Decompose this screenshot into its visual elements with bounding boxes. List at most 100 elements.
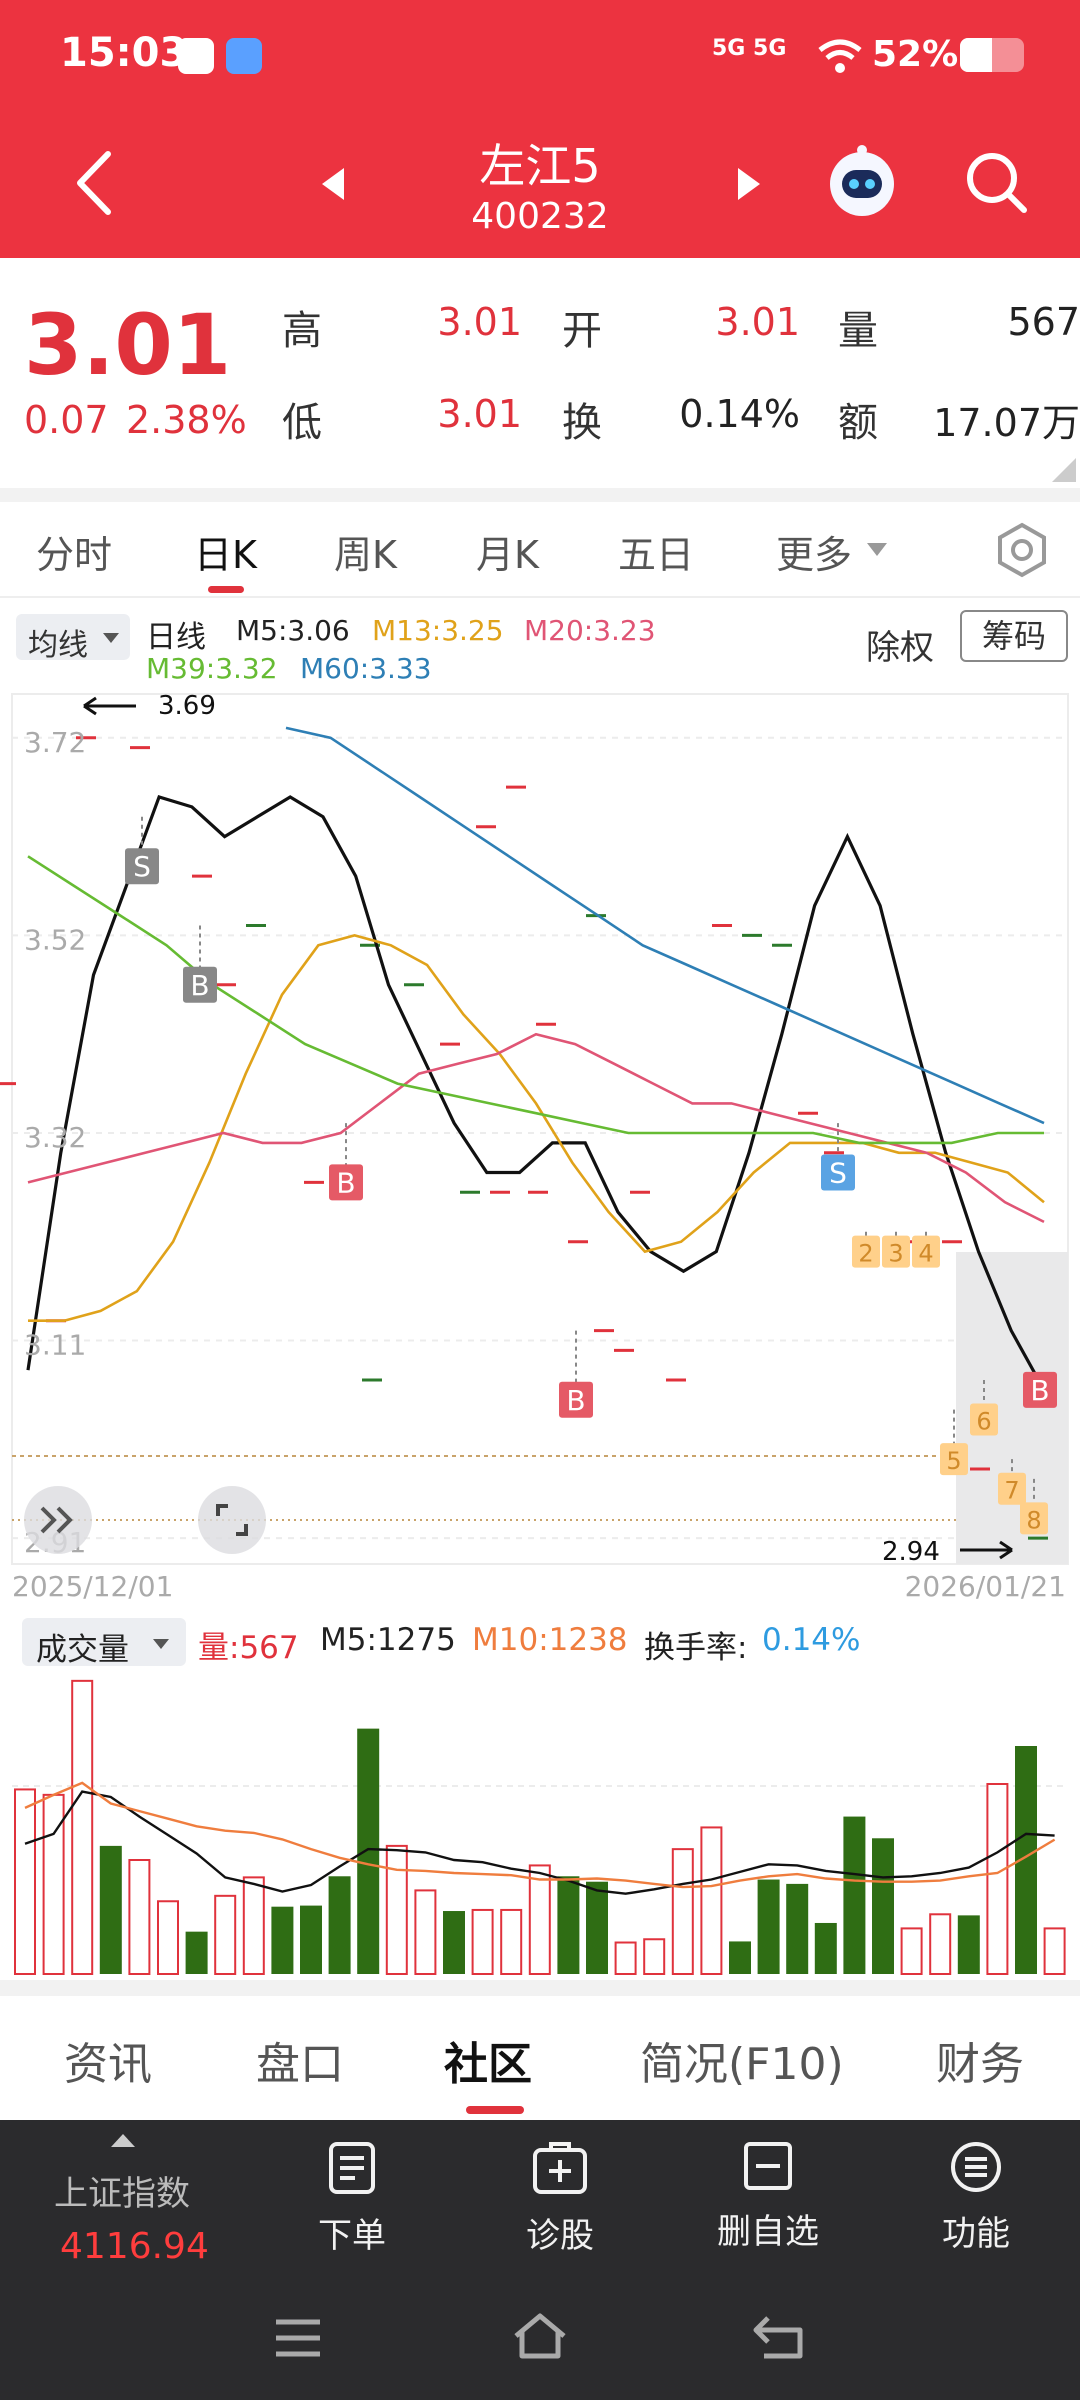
- signal-badge: [125, 848, 159, 885]
- tab-daily-k[interactable]: 日K: [194, 533, 257, 577]
- signal-label: 3: [888, 1240, 903, 1268]
- x-tick-label: 2026/01/21: [905, 1570, 1066, 1603]
- back-nav-icon[interactable]: [752, 2312, 808, 2362]
- divider: [0, 488, 1080, 502]
- open-value: 3.01: [715, 300, 800, 344]
- menu-icon[interactable]: [272, 2316, 324, 2360]
- ma-select[interactable]: 均线: [16, 614, 130, 663]
- volume-bar: [157, 1900, 179, 1975]
- home-icon[interactable]: [510, 2310, 570, 2362]
- app-notification-icon: [226, 38, 262, 74]
- tab-five-day[interactable]: 五日: [618, 533, 695, 577]
- volume-bar: [271, 1906, 294, 1974]
- signal-badge: [912, 1235, 940, 1268]
- volume-bar: [328, 1876, 351, 1974]
- turnover-rate-value: 0.14%: [762, 1622, 861, 1658]
- ma-line-m5: [26, 795, 1046, 1391]
- search-icon[interactable]: [964, 150, 1030, 216]
- volume-bar: [443, 1911, 465, 1974]
- high-value: 3.01: [437, 300, 522, 344]
- function-label: 功能: [942, 2214, 1010, 2254]
- high-arrow-icon: [83, 696, 136, 716]
- expand-corner-icon[interactable]: [1052, 458, 1076, 482]
- volume-bar: [214, 1894, 237, 1976]
- diagnose-button[interactable]: 诊股: [490, 2140, 630, 2257]
- signal-label: 6: [976, 1408, 991, 1436]
- index-value: 4116.94: [60, 2226, 209, 2267]
- battery-percent: 52%: [872, 34, 959, 75]
- signal-label: B: [190, 969, 209, 1002]
- volume-value: 567: [1007, 300, 1080, 344]
- volume-bar: [528, 1864, 551, 1975]
- stock-header: 左江5 400232: [0, 112, 1080, 258]
- stock-name: 左江5: [479, 139, 601, 193]
- signal-label: 7: [1004, 1477, 1019, 1505]
- settings-icon[interactable]: [994, 522, 1050, 578]
- tab-fenshi[interactable]: 分时: [36, 533, 113, 577]
- volume-bar: [242, 1876, 265, 1975]
- volume-bar: [14, 1788, 36, 1975]
- volume-bar: [900, 1927, 923, 1975]
- tab-pankou[interactable]: 盘口: [256, 2039, 344, 2090]
- signal-label: B: [1030, 1374, 1049, 1407]
- volume-bar: [300, 1905, 322, 1974]
- y-tick-label: 3.52: [24, 923, 86, 956]
- m39-label: M39:3.32: [146, 652, 278, 685]
- volume-chart[interactable]: 成交量 量:567 M5:1275 M10:1238 换手率: 0.14%: [0, 1610, 1080, 1980]
- ma-line-m39: [27, 855, 1044, 1145]
- menu-circle-icon: [951, 2142, 1001, 2192]
- turnover-value: 0.14%: [679, 392, 800, 436]
- caret-down-icon: [867, 543, 887, 556]
- volume-bar: [1015, 1746, 1037, 1974]
- robot-assistant-icon[interactable]: [824, 144, 900, 220]
- low-arrow-icon: [960, 1540, 1013, 1560]
- tab-community[interactable]: 社区: [444, 2039, 532, 2090]
- tab-weekly-k[interactable]: 周K: [334, 533, 397, 577]
- ma-line-m60: [285, 726, 1045, 1125]
- chouma-button[interactable]: 筹码: [960, 610, 1068, 662]
- order-button[interactable]: 下单: [282, 2140, 422, 2257]
- turnover-label: 换: [562, 400, 602, 446]
- ma-select-label: 均线: [28, 628, 88, 663]
- volume-bar: [757, 1879, 780, 1974]
- kline-tabs: 分时 日K 周K 月K 五日 更多: [0, 502, 1080, 598]
- next-stock-icon[interactable]: [734, 166, 764, 202]
- period-label: 日线: [146, 620, 206, 655]
- fuquan-button[interactable]: 除权: [866, 628, 934, 668]
- fullscreen-button[interactable]: [198, 1486, 266, 1554]
- signal-label: 4: [918, 1240, 933, 1268]
- double-chevron-icon: [40, 1506, 73, 1534]
- volume-bar: [614, 1941, 637, 1975]
- low-label: 低: [282, 400, 322, 446]
- volume-ma-line-m10: [24, 1781, 1056, 1889]
- signal-badge: [882, 1235, 910, 1268]
- expand-left-button[interactable]: [24, 1486, 92, 1554]
- tab-monthly-k[interactable]: 月K: [476, 533, 539, 577]
- signal-badge: [559, 1381, 593, 1418]
- tab-more[interactable]: 更多: [776, 533, 853, 577]
- volume-bar: [471, 1908, 494, 1976]
- ma-line-m13: [28, 934, 1045, 1323]
- function-button[interactable]: 功能: [906, 2140, 1046, 2255]
- index-widget[interactable]: 上证指数 4116.94: [40, 2130, 210, 2280]
- remove-watchlist-button[interactable]: 删自选: [698, 2140, 838, 2253]
- volume-bar: [729, 1941, 751, 1974]
- amount-label: 额: [838, 400, 878, 446]
- tab-news[interactable]: 资讯: [64, 2039, 152, 2090]
- action-bar: 上证指数 4116.94 下单 诊股 删自选 功能: [0, 2120, 1080, 2280]
- system-nav-bar: [0, 2280, 1080, 2400]
- tab-f10[interactable]: 简况(F10): [640, 2039, 844, 2090]
- vol-m10-label: M10:1238: [472, 1622, 628, 1658]
- volume-bar: [957, 1915, 980, 1974]
- prev-stock-icon[interactable]: [318, 166, 348, 202]
- volume-bar: [929, 1913, 952, 1975]
- tab-finance[interactable]: 财务: [936, 2039, 1024, 2090]
- volume-bar: [1043, 1927, 1066, 1975]
- order-icon: [329, 2142, 375, 2194]
- info-tabs: 资讯 盘口 社区 简况(F10) 财务: [0, 1996, 1080, 2114]
- back-icon[interactable]: [72, 148, 116, 218]
- remove-watchlist-label: 删自选: [717, 2212, 819, 2252]
- volume-select[interactable]: 成交量: [22, 1618, 186, 1668]
- volume-bar: [843, 1816, 866, 1974]
